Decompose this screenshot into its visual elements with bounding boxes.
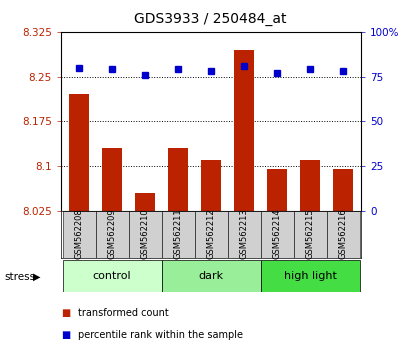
Bar xyxy=(300,160,320,211)
Bar xyxy=(327,211,360,258)
Bar xyxy=(96,211,129,258)
Text: GDS3933 / 250484_at: GDS3933 / 250484_at xyxy=(134,12,286,27)
Text: ■: ■ xyxy=(61,308,70,318)
Bar xyxy=(168,148,188,211)
Bar xyxy=(63,260,162,292)
Bar xyxy=(135,193,155,211)
Text: GSM562215: GSM562215 xyxy=(306,208,315,259)
Text: GSM562209: GSM562209 xyxy=(108,208,117,259)
Bar xyxy=(260,211,294,258)
Bar xyxy=(102,148,122,211)
Text: GSM562210: GSM562210 xyxy=(141,208,150,259)
Text: GSM562216: GSM562216 xyxy=(339,208,348,259)
Text: GSM562211: GSM562211 xyxy=(173,208,183,259)
Bar xyxy=(234,50,254,211)
Bar xyxy=(260,260,360,292)
Text: GSM562213: GSM562213 xyxy=(239,208,249,259)
Bar xyxy=(228,211,260,258)
Bar xyxy=(162,260,260,292)
Text: stress: stress xyxy=(4,272,35,282)
Text: GSM562212: GSM562212 xyxy=(207,208,215,259)
Bar xyxy=(333,169,353,211)
Bar xyxy=(194,211,228,258)
Text: control: control xyxy=(93,271,131,281)
Text: dark: dark xyxy=(199,271,223,281)
Bar xyxy=(267,169,287,211)
Text: GSM562208: GSM562208 xyxy=(75,208,84,259)
Bar xyxy=(201,160,221,211)
Bar xyxy=(294,211,327,258)
Text: ■: ■ xyxy=(61,330,70,339)
Text: GSM562214: GSM562214 xyxy=(273,208,281,259)
Bar xyxy=(63,211,96,258)
Bar xyxy=(69,95,89,211)
Bar xyxy=(162,211,194,258)
Text: transformed count: transformed count xyxy=(78,308,168,318)
Text: high light: high light xyxy=(284,271,336,281)
Bar xyxy=(129,211,162,258)
Text: percentile rank within the sample: percentile rank within the sample xyxy=(78,330,243,339)
Text: ▶: ▶ xyxy=(33,272,41,282)
